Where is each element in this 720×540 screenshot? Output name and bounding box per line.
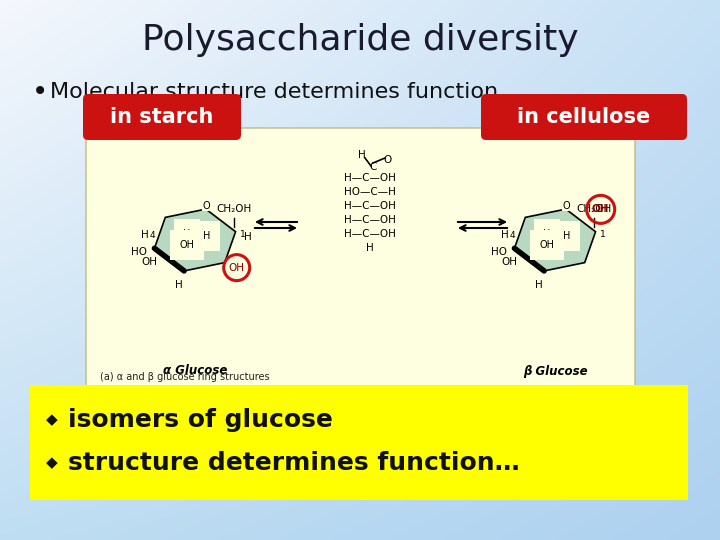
Text: (a) α and β glucose ring structures: (a) α and β glucose ring structures (100, 372, 269, 382)
Text: C: C (369, 162, 377, 172)
Text: H: H (141, 230, 149, 240)
Text: H: H (184, 229, 191, 239)
Text: isomers of glucose: isomers of glucose (68, 408, 333, 432)
Text: H: H (544, 229, 551, 239)
Text: HO—C—H: HO—C—H (344, 187, 396, 197)
Text: HO: HO (131, 247, 147, 257)
Text: H: H (501, 230, 509, 240)
Text: in starch: in starch (110, 107, 214, 127)
Text: OH: OH (592, 204, 609, 214)
FancyBboxPatch shape (86, 128, 635, 387)
FancyBboxPatch shape (30, 385, 688, 500)
Text: H: H (366, 243, 374, 253)
Text: in cellulose: in cellulose (518, 107, 651, 127)
Text: ◆: ◆ (46, 456, 58, 470)
Text: H: H (243, 232, 251, 242)
Text: O: O (562, 201, 570, 211)
Text: H: H (175, 280, 183, 290)
Text: H: H (358, 150, 366, 160)
Text: H—C—OH: H—C—OH (344, 201, 396, 211)
Text: CH₂OH: CH₂OH (216, 204, 251, 214)
FancyBboxPatch shape (481, 94, 687, 140)
Text: 1: 1 (240, 230, 246, 239)
Text: OH: OH (179, 240, 194, 250)
Text: OH: OH (539, 240, 554, 250)
Text: H—C—OH: H—C—OH (344, 173, 396, 183)
Text: H: H (563, 231, 571, 241)
Text: H—C—OH: H—C—OH (344, 215, 396, 225)
Text: O: O (202, 201, 210, 211)
Text: CH₂OH: CH₂OH (576, 204, 611, 214)
Text: Molecular structure determines function: Molecular structure determines function (50, 82, 498, 102)
Text: OH: OH (141, 257, 158, 267)
Text: OH: OH (501, 257, 518, 267)
Text: OH: OH (229, 262, 245, 273)
Text: ◆: ◆ (46, 413, 58, 428)
Text: O: O (384, 155, 392, 165)
Text: 4: 4 (150, 231, 155, 240)
Text: H: H (203, 231, 211, 241)
Text: α Glucose: α Glucose (163, 364, 228, 377)
Text: 1: 1 (600, 230, 606, 239)
Text: structure determines function…: structure determines function… (68, 451, 520, 475)
Text: H—C—OH: H—C—OH (344, 229, 396, 239)
Polygon shape (154, 209, 235, 271)
FancyBboxPatch shape (83, 94, 241, 140)
Text: Polysaccharide diversity: Polysaccharide diversity (142, 23, 578, 57)
Text: •: • (32, 78, 48, 106)
Text: 4: 4 (510, 231, 515, 240)
Text: H: H (535, 280, 543, 290)
Text: HO: HO (491, 247, 507, 257)
Text: β Glucose: β Glucose (523, 364, 588, 377)
Polygon shape (514, 209, 595, 271)
